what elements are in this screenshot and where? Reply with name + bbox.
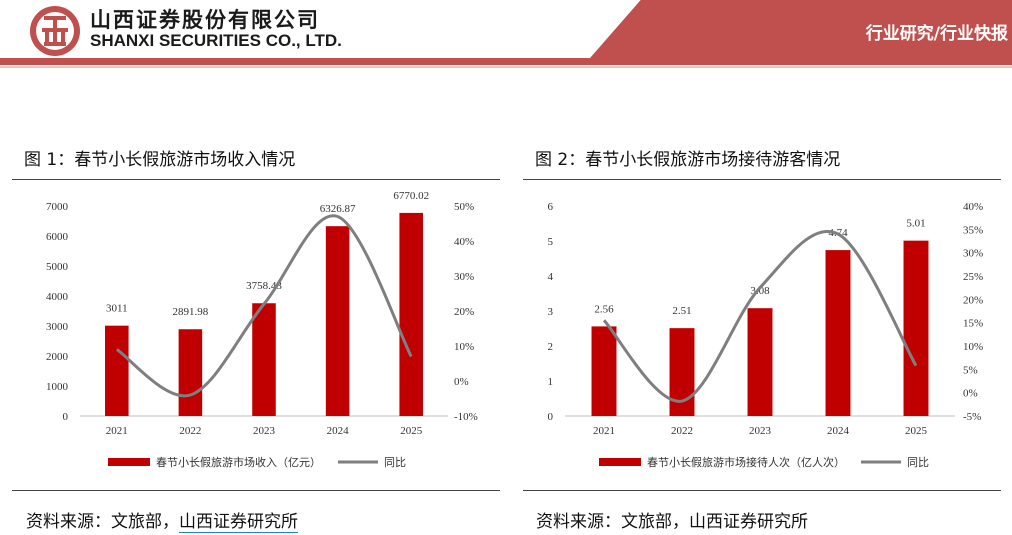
y-right-tick-label: -5% [963, 411, 981, 423]
bar-data-label: 2891.98 [173, 306, 209, 318]
y-right-tick-label: -10% [454, 411, 478, 423]
x-tick-label: 2025 [905, 425, 928, 437]
bar-data-label: 6326.87 [320, 203, 356, 215]
figure-1-source: 资料来源：文旅部，山西证券研究所 [26, 507, 298, 533]
y-right-tick-label: 0% [454, 376, 469, 388]
y-right-tick-label: 10% [963, 341, 983, 353]
bar [825, 250, 851, 416]
bar-data-label: 2.56 [594, 303, 614, 315]
legend-bar-swatch [599, 458, 641, 466]
figure-2-chart: 0 1 2 3 4 5 6 -5% 0% 5% 10% 15% 20% 25% 30% 35% 40% 2.56 2… [548, 201, 984, 469]
bar [903, 240, 929, 416]
y-right-tick-label: 30% [454, 271, 474, 283]
x-tick-label: 2022 [179, 425, 201, 437]
y-right-tick-label: 0% [963, 388, 978, 400]
bar [105, 325, 129, 416]
y-right-tick-label: 20% [454, 306, 474, 318]
y-right-tick-label: 40% [963, 201, 983, 213]
source-org: 山西证券研究所 [689, 512, 808, 532]
figure-2-source: 资料来源：文旅部，山西证券研究所 [536, 507, 808, 532]
y-left-tick-label: 6 [548, 201, 554, 213]
y-right-tick-label: 5% [963, 364, 978, 376]
y-left-tick-label: 0 [63, 411, 69, 423]
y-left-tick-label: 3 [548, 306, 554, 318]
header-banner [590, 0, 1012, 58]
source-link[interactable]: 山西证券研究所 [179, 512, 298, 533]
x-tick-label: 2024 [327, 425, 350, 437]
company-logo [30, 6, 80, 56]
bar-data-label: 6770.02 [393, 190, 429, 202]
yoy-line [602, 230, 918, 403]
bar [178, 329, 203, 416]
legend-line-label: 同比 [907, 456, 929, 469]
y-right-tick-label: 35% [963, 224, 983, 236]
header-rule [0, 58, 1012, 65]
source-prefix: 资料来源：文旅部， [26, 512, 179, 532]
x-tick-label: 2023 [749, 425, 772, 437]
y-left-tick-label: 6000 [46, 231, 69, 243]
bar-data-label: 2.51 [672, 305, 691, 317]
figure-1-bottom-rule [12, 490, 500, 491]
x-tick-label: 2024 [827, 425, 850, 437]
x-tick-label: 2023 [253, 425, 276, 437]
bar [747, 308, 773, 416]
bar-data-label: 3011 [106, 303, 128, 315]
figure-2-top-rule [523, 179, 1001, 180]
y-left-tick-label: 1 [548, 376, 554, 388]
figure-2-title: 图 2：春节小长假旅游市场接待游客情况 [535, 150, 841, 170]
bar-data-label: 5.01 [906, 218, 925, 230]
y-left-tick-label: 0 [548, 411, 554, 423]
source-prefix: 资料来源：文旅部， [536, 512, 689, 532]
x-tick-label: 2022 [671, 425, 693, 437]
company-name-en: SHANXI SECURITIES CO., LTD. [90, 31, 342, 50]
bar [669, 328, 695, 416]
y-left-tick-label: 4 [548, 271, 554, 283]
y-left-tick-label: 7000 [46, 201, 69, 213]
figure-1-top-rule [12, 179, 500, 180]
legend-bar-label: 春节小长假旅游市场收入（亿元） [156, 455, 321, 469]
x-tick-label: 2021 [593, 425, 615, 437]
y-left-tick-label: 5 [548, 236, 554, 248]
y-right-tick-label: 10% [454, 341, 474, 353]
x-tick-label: 2021 [106, 425, 128, 437]
y-right-tick-label: 50% [454, 201, 474, 213]
y-left-tick-label: 2000 [46, 351, 69, 363]
report-category: 行业研究/行业快报 [865, 24, 1008, 44]
bar [325, 226, 350, 416]
y-left-tick-label: 1000 [46, 381, 69, 393]
legend-bar-label: 春节小长假旅游市场接待人次（亿人次） [647, 455, 845, 469]
y-right-tick-label: 20% [963, 294, 983, 306]
bar [399, 212, 423, 416]
y-right-tick-label: 30% [963, 248, 983, 260]
bar [252, 303, 276, 416]
y-right-tick-label: 40% [454, 236, 474, 248]
figure-2-bottom-rule [523, 490, 1001, 491]
x-tick-label: 2025 [400, 425, 423, 437]
y-right-tick-label: 25% [963, 271, 983, 283]
y-right-tick-label: 15% [963, 318, 983, 330]
bar [591, 326, 617, 416]
yoy-line [115, 214, 413, 398]
figure-1-chart: 0 1000 2000 3000 4000 5000 6000 7000 -10% 0% 10% 20… [46, 190, 478, 469]
header-rule-thin [0, 66, 1012, 68]
y-left-tick-label: 4000 [46, 291, 69, 303]
y-left-tick-label: 2 [548, 341, 554, 353]
y-left-tick-label: 5000 [46, 261, 69, 273]
figure-1-title: 图 1：春节小长假旅游市场收入情况 [24, 150, 296, 170]
legend-line-label: 同比 [384, 456, 406, 469]
y-left-tick-label: 3000 [46, 321, 69, 333]
legend-bar-swatch [108, 458, 150, 466]
company-name-cn: 山西证券股份有限公司 [90, 8, 320, 32]
